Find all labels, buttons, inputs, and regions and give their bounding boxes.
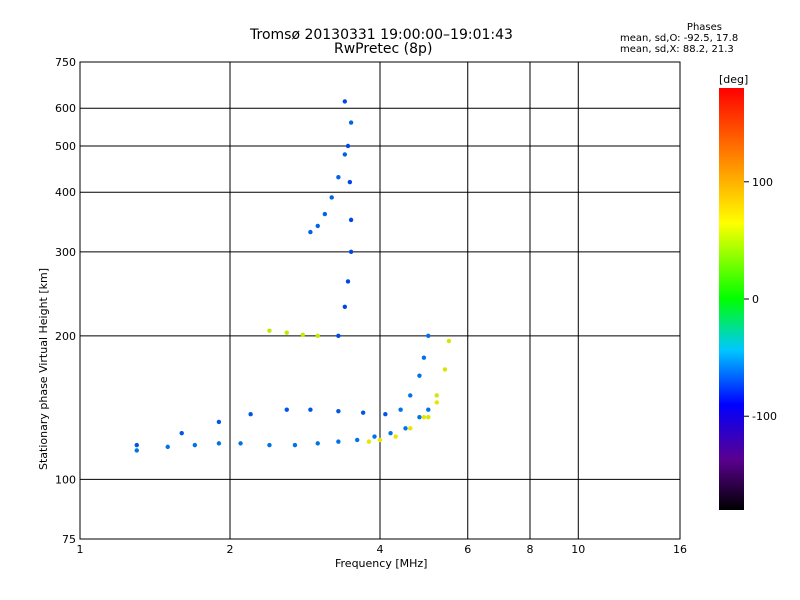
data-point-o	[308, 407, 313, 412]
data-point-o	[421, 355, 427, 360]
data-point-o	[336, 408, 341, 414]
data-point-o	[238, 441, 243, 446]
y-tick-label: 75	[62, 533, 76, 546]
data-point-o	[426, 333, 431, 339]
colorbar-tick-label: 100	[752, 176, 773, 189]
data-point-o	[342, 99, 348, 104]
data-point-o	[345, 143, 351, 149]
x-tick-label: 6	[464, 543, 471, 556]
data-point-x	[284, 330, 289, 335]
colorbar-tick-label: -100	[752, 410, 777, 423]
data-point-x	[377, 437, 383, 443]
data-point-o	[179, 430, 184, 436]
chart-title-line1: Tromsø 20130331 19:00:00–19:01:43	[250, 27, 513, 43]
data-point-o	[342, 304, 348, 310]
data-point-x	[393, 434, 398, 439]
data-point-o	[345, 279, 351, 284]
data-point-o	[267, 442, 272, 448]
colorbar-ticks: 100 0 -100	[744, 176, 777, 423]
data-point-o	[348, 217, 354, 223]
data-point-o	[403, 426, 408, 431]
x-tick-label: 2	[227, 543, 234, 556]
data-point-x	[426, 415, 431, 420]
data-point-o	[134, 448, 139, 453]
x-tick-label: 16	[673, 543, 687, 556]
data-point-x	[366, 439, 372, 444]
data-point-o	[383, 411, 388, 417]
data-point-o	[348, 120, 354, 125]
data-point-o	[308, 229, 313, 235]
data-point-o	[336, 333, 341, 339]
data-point-o	[426, 407, 431, 412]
data-point-o	[342, 152, 348, 157]
chart-title-line2: RwPretec (8p)	[334, 41, 433, 57]
data-point-o	[284, 407, 289, 412]
data-point-x	[408, 426, 413, 431]
colorbar-tick-label: 0	[752, 293, 759, 306]
data-point-x	[300, 332, 306, 337]
plot-frame	[79, 61, 681, 540]
data-point-o	[165, 444, 170, 450]
data-point-o	[292, 442, 298, 448]
data-point-o	[388, 430, 393, 436]
data-point-o	[398, 407, 403, 412]
data-point-x	[434, 400, 439, 405]
data-point-x	[442, 367, 448, 372]
data-point-o	[348, 249, 354, 255]
y-tick-label: 600	[55, 102, 76, 115]
x-tick-labels: 1 2 4 6 8 10 16	[77, 543, 688, 556]
data-point-o	[372, 434, 377, 439]
data-point-o	[336, 175, 341, 180]
grid-layer	[80, 62, 680, 539]
data-point-o	[417, 373, 422, 378]
y-tick-label: 100	[55, 473, 76, 486]
x-tick-label: 4	[377, 543, 384, 556]
y-tick-label: 500	[55, 140, 76, 153]
x-axis-title: Frequency [MHz]	[335, 557, 427, 570]
data-point-x	[434, 393, 439, 398]
data-point-o	[347, 179, 353, 185]
data-point-o	[417, 415, 422, 420]
data-point-o	[408, 393, 413, 398]
phase-legend-heading: Phases	[686, 22, 722, 33]
data-point-o	[336, 439, 341, 444]
data-point-o	[216, 441, 222, 446]
data-point-x	[267, 328, 272, 333]
y-tick-label: 300	[55, 246, 76, 259]
y-axis-title: Stationary phase Virtual Height [km]	[37, 268, 50, 470]
y-tick-labels: 75 100 200 300 400 500 600 750	[55, 56, 76, 546]
data-point-o	[134, 442, 139, 448]
data-point-o	[315, 223, 320, 229]
points-layer	[134, 99, 452, 453]
data-point-o	[248, 411, 253, 417]
x-tick-label: 1	[77, 543, 84, 556]
data-point-o	[360, 410, 366, 415]
y-tick-label: 200	[55, 330, 76, 343]
data-point-x	[446, 338, 452, 344]
data-point-o	[329, 195, 334, 200]
y-tick-label: 750	[55, 56, 76, 69]
data-point-o	[315, 441, 320, 446]
data-point-o	[192, 442, 198, 448]
data-point-o	[322, 211, 328, 217]
data-point-x	[315, 333, 320, 339]
data-point-x	[421, 415, 427, 420]
phase-legend-x: mean, sd,X: 88.2, 21.3	[620, 44, 734, 55]
y-tick-label: 400	[55, 186, 76, 199]
phase-legend: Phases mean, sd,O: -92.5, 17.8 mean, sd,…	[620, 22, 739, 55]
colorbar	[719, 88, 744, 510]
colorbar-unit: [deg]	[719, 73, 748, 86]
phase-legend-o: mean, sd,O: -92.5, 17.8	[620, 33, 739, 44]
x-tick-label: 10	[571, 543, 585, 556]
data-point-o	[216, 419, 222, 425]
x-tick-label: 8	[527, 543, 534, 556]
data-point-o	[354, 437, 360, 443]
